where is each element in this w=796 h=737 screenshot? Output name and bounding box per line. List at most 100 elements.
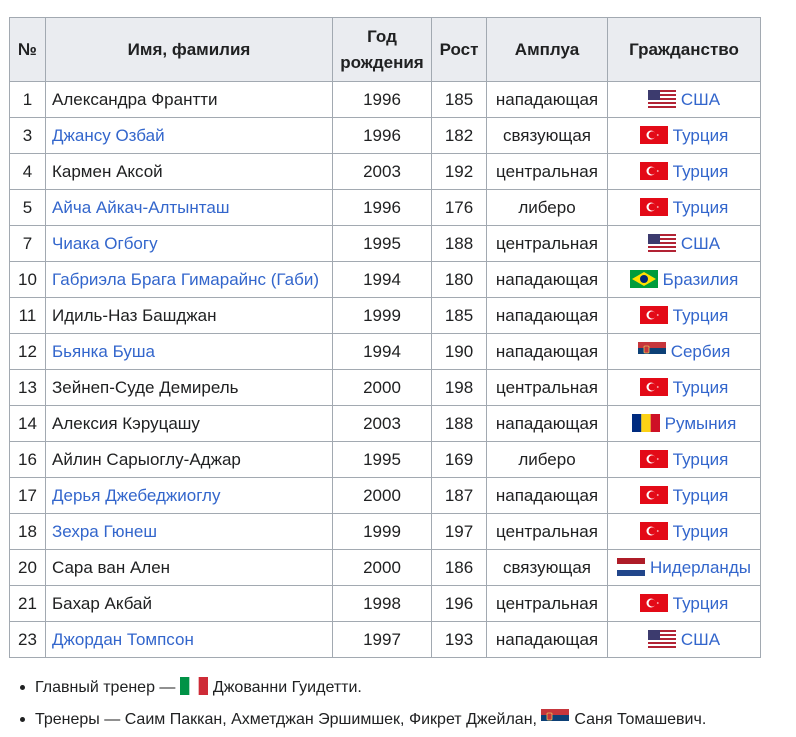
player-number: 12 (9, 333, 46, 370)
header-birth-year[interactable]: Год рождения (332, 17, 432, 82)
player-name-link[interactable]: Габриэла Брага Гимарайнс (Габи) (52, 269, 320, 289)
country-link[interactable]: Турция (672, 485, 729, 505)
citizenship-cell: Бразилия (607, 261, 761, 298)
bullet-icon (20, 685, 25, 691)
header-citizenship[interactable]: Гражданство (607, 17, 761, 82)
citizenship-cell: США (607, 225, 761, 262)
citizenship-cell: США (607, 621, 761, 658)
player-name-link[interactable]: Айча Айкач-Алтынташ (52, 197, 230, 217)
player-name-link[interactable]: Дерья Джебеджиоглу (52, 485, 221, 505)
table-row: 21 Бахар Акбай 1998 196 центральная Турция (9, 585, 761, 622)
player-name-link[interactable]: Бьянка Буша (52, 341, 155, 361)
player-name-cell: Александра Франтти (45, 81, 333, 118)
player-height: 192 (431, 153, 487, 190)
table-row: 17 Дерья Джебеджиоглу 2000 187 нападающая Тур… (9, 477, 761, 514)
table-row: 16 Айлин Сарыоглу-Аджар 1995 169 либеро Турци… (9, 441, 761, 478)
country-link[interactable]: Сербия (670, 341, 731, 361)
birth-year: 1994 (332, 261, 432, 298)
table-row: 11 Идиль-Наз Башджан 1999 185 нападающая Турц… (9, 297, 761, 334)
table-row: 3 Джансу Озбай 1996 182 связующая Турция (9, 117, 761, 154)
player-height: 187 (431, 477, 487, 514)
citizenship-cell: Турция (607, 513, 761, 550)
player-name-cell: Айлин Сарыоглу-Аджар (45, 441, 333, 478)
turkey-flag-icon (639, 449, 668, 468)
citizenship-cell: Турция (607, 585, 761, 622)
player-number: 5 (9, 189, 46, 226)
player-role: нападающая (486, 297, 608, 334)
country-link[interactable]: Турция (672, 305, 729, 325)
player-name-cell: Сара ван Ален (45, 549, 333, 586)
table-row: 5 Айча Айкач-Алтынташ 1996 176 либеро Турция (9, 189, 761, 226)
birth-year: 1999 (332, 297, 432, 334)
usa-flag-icon (647, 233, 676, 252)
roster-table: № Имя, фамилия Год рождения Рост Амплуа Г… (9, 17, 761, 658)
birth-year: 1996 (332, 189, 432, 226)
table-row: 4 Кармен Аксой 2003 192 центральная Турция (9, 153, 761, 190)
player-role: связующая (486, 117, 608, 154)
player-role: либеро (486, 189, 608, 226)
player-name-link[interactable]: Чиака Огбогу (52, 233, 158, 253)
turkey-flag-icon (639, 593, 668, 612)
country-link[interactable]: Турция (672, 377, 729, 397)
player-name: Александра Франтти (52, 89, 218, 109)
citizenship-cell: США (607, 81, 761, 118)
birth-year: 1997 (332, 621, 432, 658)
country-link[interactable]: Турция (672, 593, 729, 613)
player-name-link[interactable]: Джансу Озбай (52, 125, 165, 145)
player-height: 198 (431, 369, 487, 406)
birth-year: 2003 (332, 153, 432, 190)
table-row: 20 Сара ван Ален 2000 186 связующая Нидерланд… (9, 549, 761, 586)
turkey-flag-icon (639, 161, 668, 180)
player-height: 196 (431, 585, 487, 622)
player-name-cell: Чиака Огбогу (45, 225, 333, 262)
country-link[interactable]: США (680, 629, 721, 649)
table-row: 12 Бьянка Буша 1994 190 нападающая Сербия (9, 333, 761, 370)
player-height: 197 (431, 513, 487, 550)
table-row: 13 Зейнеп-Суде Демирель 2000 198 центральная… (9, 369, 761, 406)
player-number: 21 (9, 585, 46, 622)
country-link[interactable]: Турция (672, 197, 729, 217)
head-coach-note: Главный тренер — Джованни Гуидетти. (20, 672, 706, 704)
birth-year: 2000 (332, 477, 432, 514)
player-number: 17 (9, 477, 46, 514)
header-role[interactable]: Амплуа (486, 17, 608, 82)
country-link[interactable]: Турция (672, 125, 729, 145)
country-link[interactable]: Турция (672, 449, 729, 469)
table-row: 7 Чиака Огбогу 1995 188 центральная США (9, 225, 761, 262)
country-link[interactable]: США (680, 233, 721, 253)
player-role: центральная (486, 225, 608, 262)
player-height: 169 (431, 441, 487, 478)
player-number: 1 (9, 81, 46, 118)
country-link[interactable]: Румыния (664, 413, 737, 433)
assistant-name[interactable]: Саня Томашевич. (574, 711, 707, 728)
country-link[interactable]: США (680, 89, 721, 109)
header-height[interactable]: Рост (431, 17, 487, 82)
player-number: 7 (9, 225, 46, 262)
table-row: 18 Зехра Гюнеш 1999 197 центральная Турция (9, 513, 761, 550)
player-number: 11 (9, 297, 46, 334)
header-name[interactable]: Имя, фамилия (45, 17, 333, 82)
citizenship-cell: Турция (607, 297, 761, 334)
player-role: центральная (486, 369, 608, 406)
player-number: 3 (9, 117, 46, 154)
coach-name[interactable]: Джованни Гуидетти. (212, 679, 362, 696)
player-name-cell: Бахар Акбай (45, 585, 333, 622)
country-link[interactable]: Турция (672, 521, 729, 541)
citizenship-cell: Турция (607, 189, 761, 226)
staff-notes: Главный тренер — Джованни Гуидетти. Трен… (20, 672, 706, 736)
country-link[interactable]: Бразилия (662, 269, 739, 289)
player-name-link[interactable]: Джордан Томпсон (52, 629, 194, 649)
player-name-link[interactable]: Зехра Гюнеш (52, 521, 157, 541)
player-number: 13 (9, 369, 46, 406)
coach-prefix: Главный тренер — (35, 679, 176, 696)
player-name-cell: Джансу Озбай (45, 117, 333, 154)
citizenship-cell: Нидерланды (607, 549, 761, 586)
header-number[interactable]: № (9, 17, 46, 82)
bullet-icon (20, 717, 25, 723)
country-link[interactable]: Турция (672, 161, 729, 181)
player-role: нападающая (486, 405, 608, 442)
country-link[interactable]: Нидерланды (650, 557, 751, 577)
usa-flag-icon (647, 89, 676, 108)
header-row: № Имя, фамилия Год рождения Рост Амплуа Г… (9, 17, 761, 82)
player-role: либеро (486, 441, 608, 478)
